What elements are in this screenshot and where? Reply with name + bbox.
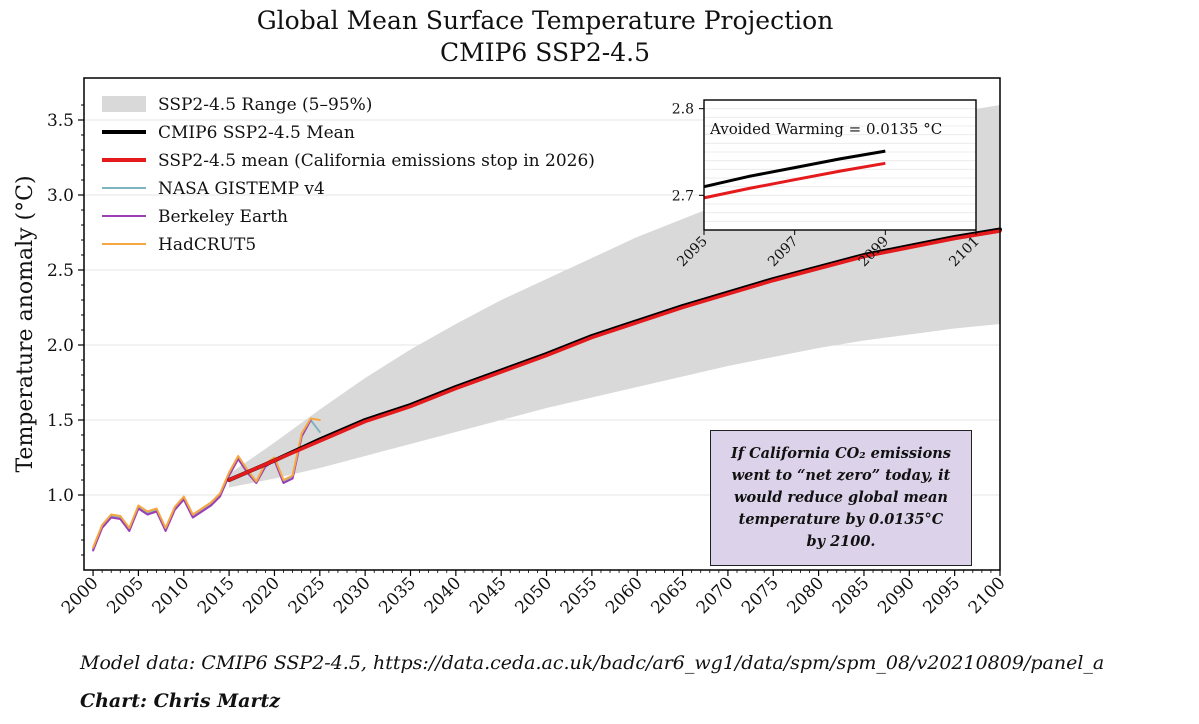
x-tick-label: 2030 [330, 573, 375, 618]
annotation-line: temperature by 0.0135°C [738, 511, 944, 528]
legend: SSP2-4.5 Range (5–95%) CMIP6 SSP2-4.5 Mea… [102, 95, 595, 255]
x-tick-label: 2065 [647, 573, 692, 618]
x-tick-label: 2050 [511, 573, 556, 618]
legend-label: SSP2-4.5 Range (5–95%) [158, 95, 372, 115]
chart-title-line1: Global Mean Surface Temperature Projecti… [256, 6, 834, 35]
y-tick-label: 2.0 [47, 336, 74, 356]
legend-label: HadCRUT5 [158, 235, 256, 255]
annotation-line: by 2100. [806, 533, 876, 550]
x-tick-label: 2045 [466, 573, 511, 618]
inset-y-tick-label: 2.8 [672, 102, 694, 118]
y-tick-label: 3.0 [47, 186, 74, 206]
inset-background [704, 100, 976, 230]
x-tick-label: 2020 [239, 573, 284, 618]
x-tick-label: 2040 [421, 573, 466, 618]
x-tick-label: 2055 [557, 573, 602, 618]
legend-label: NASA GISTEMP v4 [158, 179, 325, 199]
california-mean-line [227, 229, 1002, 482]
x-tick-label: 2035 [375, 573, 420, 618]
credit-caption: Chart: Chris Martz [80, 690, 281, 712]
model-layer [227, 227, 1002, 482]
annotation-box: If California CO₂ emissions went to “net… [710, 430, 972, 566]
x-tick-label: 2010 [149, 573, 194, 618]
annotation-line: would reduce global mean [734, 489, 948, 506]
x-tick-label: 2070 [693, 573, 738, 618]
inset-cmip6-mean-line [703, 149, 886, 189]
x-tick-label: 2100 [965, 573, 1010, 618]
x-tick-label: 2075 [738, 573, 783, 618]
source-caption: Model data: CMIP6 SSP2-4.5, https://data… [80, 652, 1105, 674]
x-tick-label: 2000 [58, 573, 103, 618]
legend-label: CMIP6 SSP2-4.5 Mean [158, 123, 355, 143]
legend-label: Berkeley Earth [158, 207, 288, 227]
inset-annotation: Avoided Warming = 0.0135 °C [709, 120, 942, 138]
x-tick-label: 2085 [829, 573, 874, 618]
x-tick-label: 2095 [919, 573, 964, 618]
x-tick-label: 2005 [103, 573, 148, 618]
x-tick-label: 2090 [874, 573, 919, 618]
y-tick-label: 3.5 [47, 111, 74, 131]
annotation-line: went to “net zero” today, it [731, 467, 951, 484]
inset-frame [703, 99, 977, 231]
y-tick-label: 2.5 [47, 261, 74, 281]
plot-frame [83, 77, 1001, 571]
annotation-line: If California CO₂ emissions [731, 445, 951, 462]
chart-title-line2: CMIP6 SSP2-4.5 [439, 38, 651, 67]
y-tick-label: 1.5 [47, 411, 74, 431]
x-tick-label: 2015 [194, 573, 239, 618]
inset-y-tick-label: 2.7 [672, 188, 694, 204]
x-tick-label: 2060 [602, 573, 647, 618]
x-tick-label: 2080 [783, 573, 828, 618]
berkeley-line [92, 419, 312, 552]
legend-label: SSP2-4.5 mean (California emissions stop… [158, 151, 595, 171]
y-tick-label: 1.0 [47, 486, 74, 506]
x-tick-label: 2025 [285, 573, 330, 618]
legend-swatch [102, 96, 146, 112]
inset-california-mean-line [703, 161, 886, 200]
y-axis-label: Temperature anomaly (°C) [13, 175, 38, 472]
hadcrut-line [92, 417, 321, 549]
